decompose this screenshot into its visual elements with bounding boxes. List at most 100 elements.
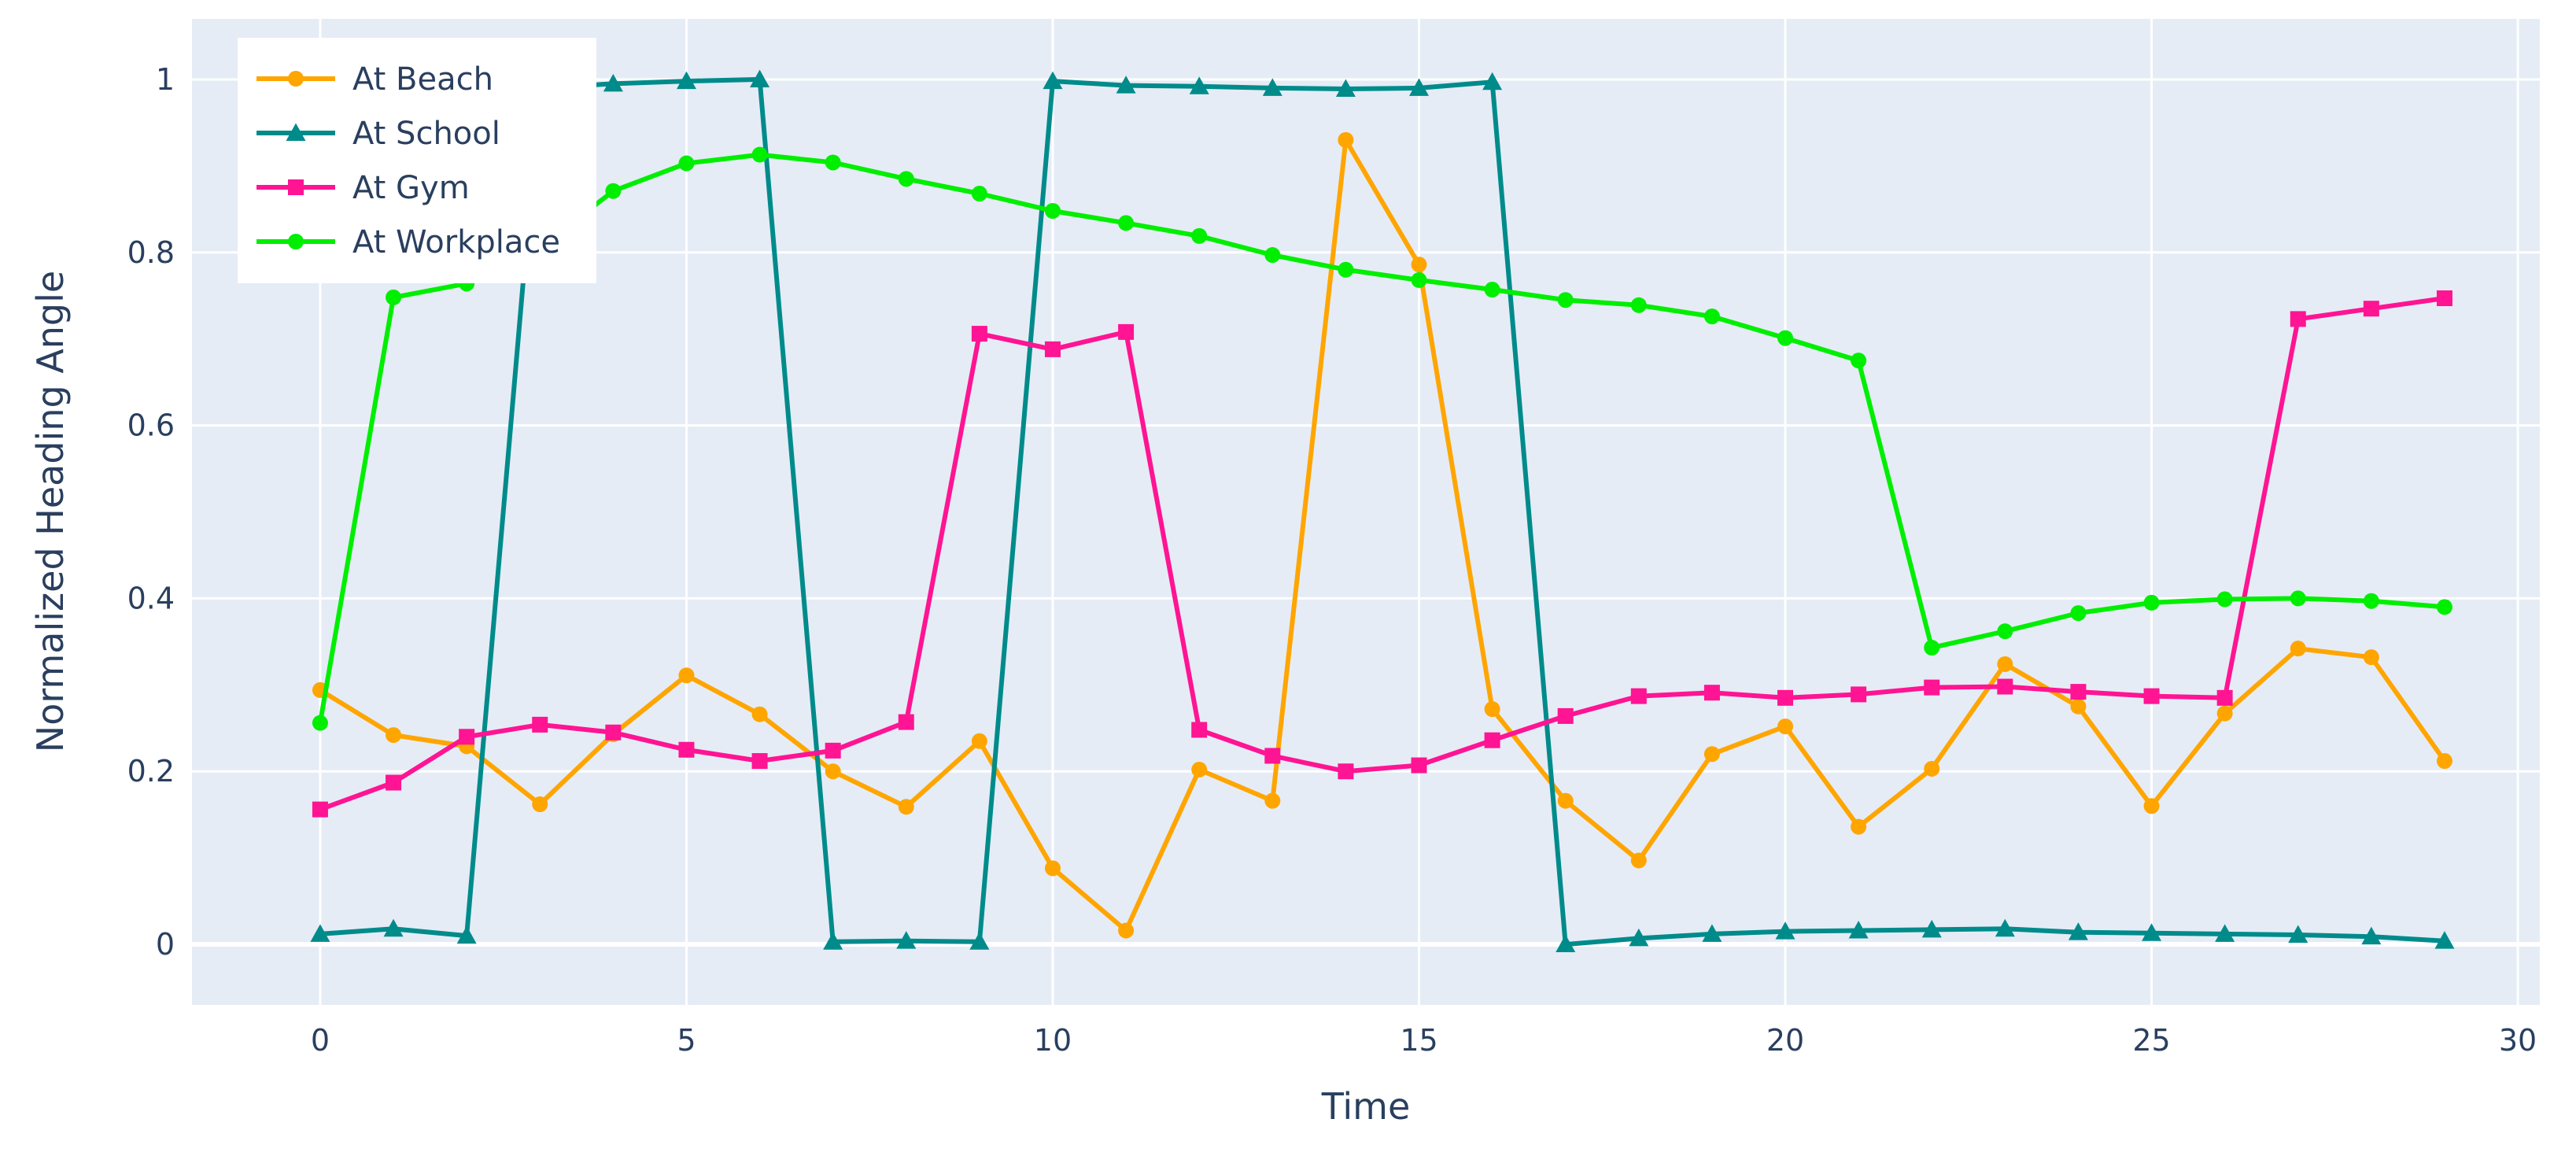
data-point-at-beach — [1851, 818, 1867, 835]
data-point-at-gym — [459, 729, 475, 745]
series-line-at-workplace — [317, 152, 2445, 724]
data-point-at-beach — [1338, 131, 1354, 148]
data-point-at-school — [603, 73, 623, 92]
data-point-at-school — [1043, 71, 1063, 90]
series-line-at-school — [319, 76, 2445, 947]
data-point-at-workplace — [2070, 605, 2087, 622]
data-point-at-workplace — [1191, 227, 1208, 244]
y-tick-label: 0.2 — [127, 754, 175, 789]
data-point-at-school — [2434, 931, 2455, 949]
data-point-at-school — [2215, 924, 2235, 942]
data-point-at-workplace — [1264, 247, 1281, 264]
data-point-at-workplace — [2143, 594, 2160, 611]
data-point-at-workplace — [312, 715, 328, 731]
data-point-at-beach — [678, 667, 695, 684]
data-point-at-workplace — [1924, 640, 1940, 656]
data-point-at-workplace — [2436, 599, 2452, 615]
x-axis-ticks: 0 5 10 15 20 25 30 — [311, 1023, 2537, 1058]
series-at-school — [310, 69, 2455, 953]
legend-label: At Beach — [352, 61, 493, 98]
x-axis-title: Time — [1321, 1085, 1411, 1128]
data-point-at-school — [310, 924, 330, 942]
data-point-at-workplace — [1703, 308, 1720, 325]
y-tick-label: 0 — [156, 927, 175, 962]
data-point-at-workplace — [825, 154, 841, 171]
y-axis-title: Normalized Heading Angle — [29, 271, 72, 752]
data-point-at-school — [2288, 925, 2308, 943]
y-tick-label: 0.4 — [127, 581, 175, 615]
data-point-at-beach — [2363, 649, 2379, 666]
y-tick-label: 0.6 — [127, 408, 175, 443]
data-point-at-gym — [1997, 678, 2013, 695]
data-point-at-beach — [2216, 705, 2233, 722]
data-point-at-school — [1775, 921, 1795, 940]
data-point-at-beach — [898, 799, 914, 815]
data-point-at-beach — [971, 733, 987, 749]
data-point-at-workplace — [2363, 593, 2379, 609]
y-axis-ticks: 0 0.2 0.4 0.6 0.8 1 — [127, 62, 175, 962]
data-point-at-gym — [312, 801, 328, 818]
data-point-at-school — [896, 931, 917, 949]
data-point-at-gym — [971, 326, 987, 342]
data-point-at-school — [2142, 923, 2162, 941]
data-point-at-gym — [2070, 684, 2087, 700]
data-point-at-gym — [1338, 763, 1354, 780]
data-point-at-school — [1702, 924, 1722, 942]
data-point-at-school — [456, 925, 477, 944]
data-point-at-gym — [2216, 689, 2233, 706]
data-point-at-beach — [1557, 792, 1574, 809]
legend-swatch-marker — [288, 179, 304, 195]
data-point-at-workplace — [1630, 297, 1647, 313]
data-point-at-school — [750, 69, 770, 87]
data-point-at-workplace — [386, 289, 402, 305]
data-point-at-school — [1335, 79, 1356, 98]
data-point-at-gym — [2290, 311, 2306, 327]
data-point-at-gym — [1777, 689, 1794, 706]
data-point-at-beach — [1703, 746, 1720, 763]
data-point-at-beach — [2290, 641, 2306, 657]
data-point-at-school — [1409, 78, 1430, 96]
data-point-at-school — [1995, 918, 2015, 937]
data-point-at-workplace — [898, 171, 914, 187]
data-point-at-beach — [2436, 753, 2452, 770]
y-tick-label: 0.8 — [127, 235, 175, 270]
data-point-at-workplace — [1338, 261, 1354, 278]
series-layer — [310, 69, 2455, 953]
data-point-at-workplace — [971, 186, 987, 202]
data-point-at-beach — [386, 727, 402, 744]
data-point-at-school — [1482, 72, 1503, 90]
data-point-at-beach — [1630, 852, 1647, 869]
data-point-at-beach — [2143, 798, 2160, 814]
data-point-at-gym — [605, 724, 622, 741]
legend-swatch-marker — [288, 234, 304, 249]
data-point-at-gym — [1484, 732, 1500, 748]
series-at-gym — [312, 290, 2452, 818]
data-point-at-gym — [1191, 722, 1208, 738]
legend-item-at-workplace: At Workplace — [256, 224, 560, 260]
data-point-at-beach — [1997, 656, 2013, 672]
data-point-at-workplace — [2290, 590, 2306, 607]
data-point-at-gym — [1264, 748, 1281, 764]
data-point-at-gym — [1044, 341, 1061, 357]
series-line-at-beach — [319, 137, 2447, 933]
data-point-at-workplace — [1557, 292, 1574, 308]
data-point-at-gym — [1118, 323, 1135, 340]
series-line-at-gym — [319, 296, 2445, 812]
data-point-at-beach — [825, 763, 841, 780]
data-point-at-workplace — [1044, 203, 1061, 220]
legend-items: At Beach At School At Gym At Workplace — [256, 61, 560, 260]
data-point-at-gym — [1924, 679, 1940, 696]
legend-label: At Gym — [352, 170, 470, 206]
x-tick-label: 25 — [2132, 1023, 2170, 1058]
data-point-at-beach — [1191, 762, 1208, 778]
data-point-at-beach — [1264, 792, 1281, 809]
data-point-at-gym — [1703, 685, 1720, 701]
data-point-at-gym — [2143, 688, 2160, 704]
legend-item-at-gym: At Gym — [256, 170, 470, 206]
data-point-at-gym — [2363, 301, 2379, 317]
data-point-at-school — [1116, 76, 1136, 94]
data-point-at-beach — [751, 706, 768, 722]
data-point-at-beach — [1777, 718, 1794, 735]
legend-label: At School — [352, 116, 500, 152]
data-point-at-gym — [1557, 707, 1574, 724]
